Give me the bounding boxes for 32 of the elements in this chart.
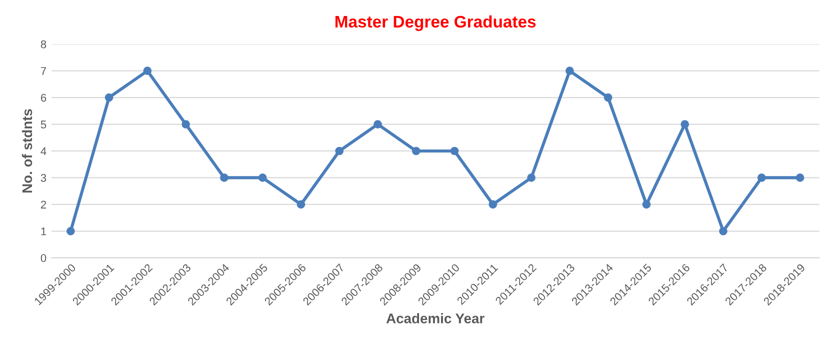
- point: [527, 174, 536, 182]
- point: [604, 93, 612, 102]
- point: [757, 174, 766, 182]
- point: [642, 200, 651, 209]
- point: [374, 120, 382, 128]
- x-axis-title: Academic Year: [386, 313, 484, 324]
- y-axis-title: No. of stdnts: [22, 109, 32, 192]
- point: [796, 174, 804, 182]
- point: [182, 120, 190, 128]
- point: [258, 174, 267, 182]
- y-tick-label: 0: [40, 254, 46, 262]
- point: [104, 93, 114, 102]
- y-tick-label: 4: [40, 147, 46, 156]
- point: [719, 226, 728, 236]
- y-tick-label: 1: [41, 228, 46, 236]
- point: [143, 66, 152, 76]
- y-tick-label: 2: [40, 200, 46, 208]
- point: [220, 174, 228, 182]
- chart-title: Master Degree Graduates: [335, 15, 536, 31]
- point: [296, 200, 306, 209]
- y-tick-label: 8: [40, 40, 46, 48]
- y-tick-label: 7: [40, 67, 46, 75]
- point: [488, 200, 498, 209]
- point: [412, 146, 420, 156]
- y-tick-label: 3: [40, 174, 46, 182]
- point: [680, 120, 690, 128]
- point: [335, 146, 344, 156]
- point: [566, 66, 574, 76]
- y-tick-label: 5: [40, 120, 46, 128]
- point: [66, 226, 75, 236]
- y-tick-label: 6: [40, 94, 46, 102]
- point: [450, 146, 459, 156]
